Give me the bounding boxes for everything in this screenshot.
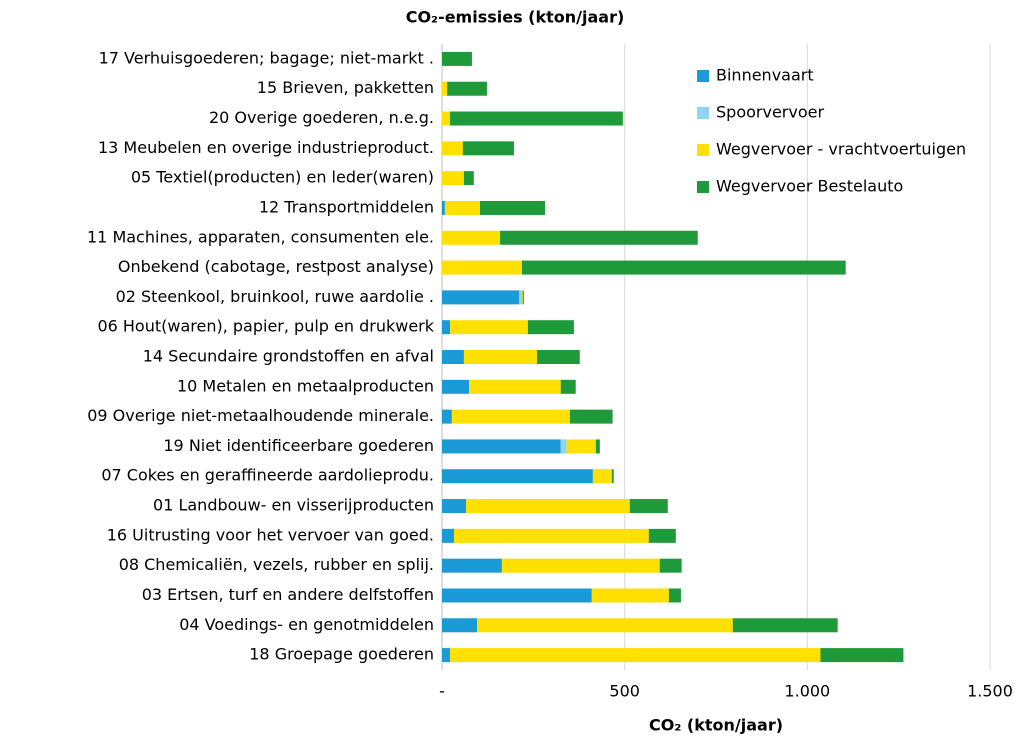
bar-segment <box>447 81 487 96</box>
legend-swatch <box>697 107 709 119</box>
x-tick-label: 1.000 <box>784 682 830 701</box>
y-tick-label: 08 Chemicaliën, vezels, rubber en splij. <box>119 555 434 574</box>
y-tick-label: 01 Landbouw- en visserijproducten <box>153 496 434 515</box>
bar-segment <box>451 409 570 424</box>
bar-segment <box>442 260 523 275</box>
bar-segment <box>442 618 478 633</box>
bar-segment <box>629 499 668 514</box>
bar-segment <box>462 141 514 156</box>
y-tick-label: 03 Ertsen, turf en andere delfstoffen <box>142 585 434 604</box>
y-tick-label: 11 Machines, apparaten, consumenten ele. <box>87 227 434 246</box>
y-tick-label: 18 Groepage goederen <box>249 645 434 664</box>
x-tick-label: - <box>439 682 445 701</box>
y-tick-label: 14 Secundaire grondstoffen en afval <box>143 347 434 366</box>
y-tick-label: 04 Voedings- en genotmiddelen <box>179 615 434 634</box>
bar-segment <box>519 290 523 305</box>
bar-segment <box>566 439 596 454</box>
bar-segment <box>463 350 537 364</box>
bar-segment <box>522 290 523 305</box>
bar-segment <box>592 469 612 484</box>
bar-segment <box>450 648 821 663</box>
x-tick-label: 500 <box>609 682 640 701</box>
bar-segment <box>820 648 904 663</box>
bar-segment <box>560 379 576 394</box>
y-tick-label: 06 Hout(waren), papier, pulp en drukwerk <box>97 317 434 336</box>
bar-segment <box>442 230 501 245</box>
legend-swatch <box>697 181 709 193</box>
y-tick-label: 02 Steenkool, bruinkool, ruwe aardolie . <box>116 287 434 306</box>
bar-segment <box>454 528 649 543</box>
y-tick-label: 15 Brieven, pakketten <box>257 78 434 97</box>
bar-segment <box>527 320 574 335</box>
legend-label: Wegvervoer Bestelauto <box>716 177 903 196</box>
y-tick-label: 20 Overige goederen, n.e.g. <box>209 108 434 127</box>
y-tick-label: 09 Overige niet-metaalhoudende minerale. <box>87 406 434 425</box>
bar-segment <box>442 558 502 573</box>
bar-segment <box>569 409 613 424</box>
bar-segment <box>522 290 524 305</box>
bar-segment <box>732 618 838 633</box>
y-tick-label: 10 Metalen en metaalproducten <box>177 376 434 395</box>
y-tick-label: 16 Uitrusting voor het vervoer van goed. <box>107 525 434 544</box>
legend-label: Wegvervoer - vrachtvoertuigen <box>716 140 966 159</box>
y-tick-label: 19 Niet identificeerbare goederen <box>163 436 434 455</box>
legend-label: Spoorvervoer <box>716 103 824 122</box>
bar-segment <box>560 439 567 454</box>
bar-segment <box>450 111 623 126</box>
y-tick-label: 05 Textiel(producten) en leder(waren) <box>131 168 434 187</box>
bar-segment <box>477 618 733 633</box>
bar-segment <box>442 51 472 66</box>
y-tick-label: 12 Transportmiddelen <box>259 197 434 216</box>
y-tick-label: 13 Meubelen en overige industrieproduct. <box>98 138 434 157</box>
bar-segment <box>442 350 464 364</box>
bar-segment <box>442 528 455 543</box>
bar-segment <box>466 499 630 514</box>
bar-segment <box>536 350 580 364</box>
y-tick-label: Onbekend (cabotage, restpost analyse) <box>118 257 434 276</box>
bar-segment <box>611 469 614 484</box>
bar-segment <box>463 171 474 186</box>
y-tick-label: 17 Verhuisgoederen; bagage; niet-markt . <box>99 48 434 67</box>
bar-segment <box>442 320 451 335</box>
bar-segment <box>442 499 467 514</box>
bar-segment <box>442 141 463 156</box>
bar-segment <box>648 528 676 543</box>
legend-swatch <box>697 144 709 156</box>
bar-segment <box>442 409 452 424</box>
bar-segment <box>501 558 660 573</box>
bar-segment <box>591 588 669 603</box>
bar-segment <box>500 230 698 245</box>
bar-segment <box>442 648 451 663</box>
x-tick-label: 1.500 <box>967 682 1013 701</box>
bar-segment <box>595 439 600 454</box>
bar-segment <box>479 200 546 215</box>
bar-segment <box>469 379 561 394</box>
bar-segment <box>659 558 682 573</box>
bar-segment <box>442 171 464 186</box>
bar-segment <box>442 439 561 454</box>
bar-segment <box>668 588 681 603</box>
x-axis-title: CO₂ (kton/jaar) <box>649 716 783 735</box>
bar-segment <box>444 200 480 215</box>
bar-segment <box>442 290 520 305</box>
y-tick-label: 07 Cokes en geraffineerde aardolieprodu. <box>101 466 434 485</box>
bar-segment <box>442 469 593 484</box>
bar-segment <box>442 588 592 603</box>
bar-segment <box>442 379 470 394</box>
bar-segment <box>522 260 846 275</box>
legend-swatch <box>697 70 709 82</box>
chart-title: CO₂-emissies (kton/jaar) <box>406 8 625 27</box>
bar-segment <box>442 111 451 126</box>
bar-segment <box>450 320 528 335</box>
bar-segment <box>442 81 448 96</box>
bar-segment <box>442 200 445 215</box>
legend-label: Binnenvaart <box>716 66 814 85</box>
